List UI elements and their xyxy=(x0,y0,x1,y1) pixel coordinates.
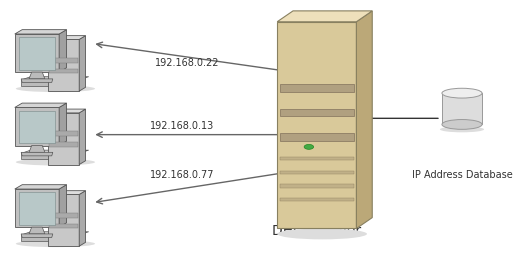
Polygon shape xyxy=(280,184,354,188)
Text: IP Address Database: IP Address Database xyxy=(412,171,512,180)
Polygon shape xyxy=(21,152,53,156)
Polygon shape xyxy=(19,192,55,225)
Polygon shape xyxy=(79,109,86,165)
Polygon shape xyxy=(21,232,89,235)
Polygon shape xyxy=(356,11,372,228)
Polygon shape xyxy=(15,185,67,189)
Polygon shape xyxy=(29,146,45,152)
Polygon shape xyxy=(280,198,354,201)
Ellipse shape xyxy=(16,240,95,247)
Polygon shape xyxy=(59,185,67,227)
Polygon shape xyxy=(49,213,78,218)
Polygon shape xyxy=(21,153,79,159)
Polygon shape xyxy=(21,150,89,153)
Polygon shape xyxy=(48,36,86,39)
Polygon shape xyxy=(49,224,78,228)
Polygon shape xyxy=(280,84,354,92)
Polygon shape xyxy=(48,109,86,113)
Polygon shape xyxy=(280,109,354,116)
Ellipse shape xyxy=(442,120,482,129)
Ellipse shape xyxy=(16,85,95,92)
Polygon shape xyxy=(29,72,45,79)
Polygon shape xyxy=(48,113,79,165)
Polygon shape xyxy=(59,103,67,146)
Ellipse shape xyxy=(277,228,367,239)
Polygon shape xyxy=(15,30,67,34)
Polygon shape xyxy=(15,189,59,227)
Ellipse shape xyxy=(16,159,95,165)
Polygon shape xyxy=(21,234,53,237)
Polygon shape xyxy=(280,171,354,174)
Polygon shape xyxy=(48,191,86,194)
Polygon shape xyxy=(79,36,86,91)
Polygon shape xyxy=(49,69,78,73)
Polygon shape xyxy=(280,133,354,141)
Polygon shape xyxy=(21,79,53,82)
Polygon shape xyxy=(49,58,78,63)
Polygon shape xyxy=(21,235,79,241)
Text: 192.168.0.13: 192.168.0.13 xyxy=(150,120,214,131)
Polygon shape xyxy=(19,111,55,143)
Polygon shape xyxy=(48,39,79,91)
Polygon shape xyxy=(49,142,78,147)
Text: DHCP Server: DHCP Server xyxy=(272,224,361,238)
Polygon shape xyxy=(15,34,59,72)
Polygon shape xyxy=(15,107,59,146)
Text: 192.168.0.77: 192.168.0.77 xyxy=(150,169,214,180)
Polygon shape xyxy=(49,131,78,136)
Polygon shape xyxy=(29,227,45,234)
Polygon shape xyxy=(21,80,79,86)
Ellipse shape xyxy=(442,88,482,98)
Text: 192.168.0.22: 192.168.0.22 xyxy=(155,58,220,68)
Polygon shape xyxy=(59,30,67,72)
Polygon shape xyxy=(280,157,354,160)
Polygon shape xyxy=(277,11,372,22)
Polygon shape xyxy=(21,77,89,80)
Polygon shape xyxy=(277,22,356,228)
Circle shape xyxy=(304,144,314,149)
Ellipse shape xyxy=(440,126,484,132)
Polygon shape xyxy=(19,37,55,70)
Polygon shape xyxy=(15,103,67,107)
Polygon shape xyxy=(442,93,482,125)
Polygon shape xyxy=(79,191,86,246)
Polygon shape xyxy=(48,194,79,246)
